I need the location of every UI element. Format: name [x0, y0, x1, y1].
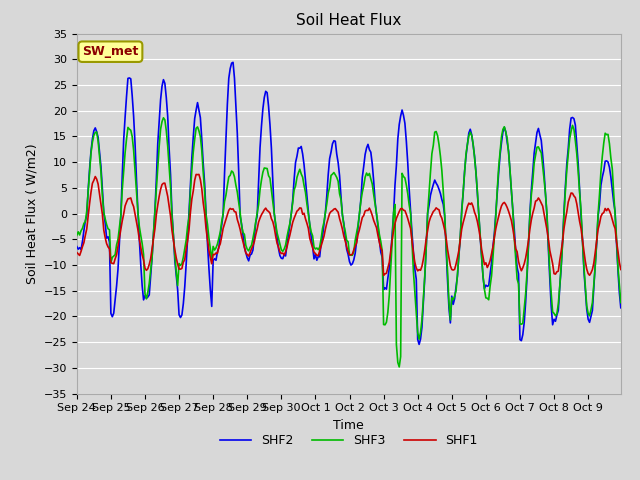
Line: SHF1: SHF1	[77, 174, 621, 276]
X-axis label: Time: Time	[333, 419, 364, 432]
Legend: SHF2, SHF3, SHF1: SHF2, SHF3, SHF1	[214, 429, 483, 452]
Line: SHF2: SHF2	[77, 62, 621, 344]
Title: Soil Heat Flux: Soil Heat Flux	[296, 13, 401, 28]
Line: SHF3: SHF3	[77, 118, 621, 367]
Text: SW_met: SW_met	[82, 45, 139, 58]
Y-axis label: Soil Heat Flux ( W/m2): Soil Heat Flux ( W/m2)	[25, 144, 38, 284]
